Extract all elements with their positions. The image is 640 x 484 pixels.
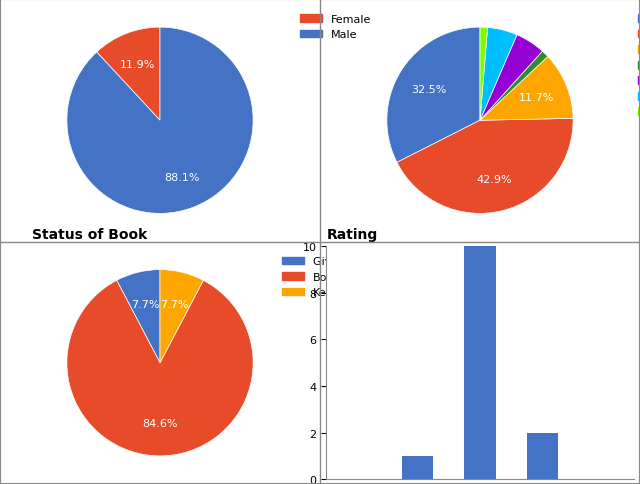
- Legend: Female, Male: Female, Male: [295, 10, 376, 45]
- Text: Status of Book: Status of Book: [32, 227, 147, 242]
- Wedge shape: [480, 28, 488, 121]
- Wedge shape: [67, 28, 253, 214]
- Text: 42.9%: 42.9%: [477, 175, 513, 184]
- Legend: 1930s, 1940s, 1950s, 1960s, 1970s, 1980s, 2000s: 1930s, 1940s, 1950s, 1960s, 1970s, 1980s…: [633, 10, 640, 122]
- Wedge shape: [397, 119, 573, 214]
- Wedge shape: [480, 57, 573, 121]
- Wedge shape: [387, 28, 480, 163]
- Text: Rating: Rating: [326, 227, 378, 242]
- Text: 32.5%: 32.5%: [411, 84, 446, 94]
- Bar: [465, 247, 495, 479]
- Wedge shape: [160, 270, 204, 363]
- Wedge shape: [480, 29, 517, 121]
- Bar: [403, 456, 433, 479]
- Text: 7.7%: 7.7%: [160, 300, 189, 309]
- Text: 88.1%: 88.1%: [164, 172, 200, 182]
- Wedge shape: [97, 28, 160, 121]
- Wedge shape: [480, 52, 548, 121]
- Wedge shape: [67, 281, 253, 456]
- Wedge shape: [116, 270, 160, 363]
- Wedge shape: [480, 36, 543, 121]
- Text: 11.9%: 11.9%: [120, 60, 156, 70]
- Text: 11.7%: 11.7%: [518, 93, 554, 103]
- Legend: Give Away, Box, Keep: Give Away, Box, Keep: [277, 252, 376, 302]
- Bar: [527, 433, 557, 479]
- Text: 7.7%: 7.7%: [131, 300, 160, 309]
- Text: 84.6%: 84.6%: [142, 418, 178, 428]
